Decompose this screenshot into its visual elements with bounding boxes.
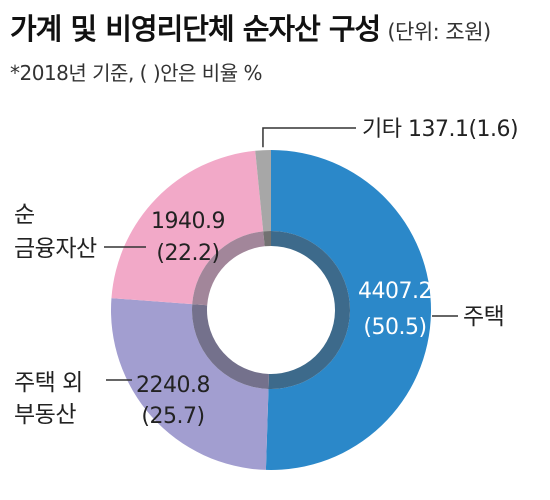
data-label-other-realestate-percent: (25.7) — [141, 404, 204, 429]
title-line: 가계 및 비영리단체 순자산 구성 (단위: 조원) — [10, 6, 491, 48]
data-label-net-financial-value: 1940.9 — [151, 209, 225, 234]
slice-etc — [255, 150, 271, 232]
data-label-net-financial-percent: (22.2) — [156, 241, 219, 266]
slice-inner-house — [268, 231, 351, 389]
slice-house — [265, 150, 432, 471]
slice-net-financial — [111, 150, 264, 305]
unit-label: (단위: 조원) — [387, 20, 491, 44]
chart-title: 가계 및 비영리단체 순자산 구성 — [10, 12, 381, 46]
data-label-other-realestate-value: 2240.8 — [136, 373, 210, 398]
slice-other-realestate — [111, 298, 269, 470]
category-label-net-financial-line2: 금융자산 — [14, 236, 97, 262]
category-label-other-realestate-line2: 부동산 — [14, 402, 76, 428]
leader-etc — [262, 127, 356, 148]
category-label-house: 주택 — [463, 304, 504, 330]
category-label-net-financial-line1: 순 — [14, 202, 35, 228]
category-label-other-realestate-line1: 주택 외 — [14, 370, 83, 396]
data-label-house-value: 4407.2 — [358, 279, 432, 304]
slice-inner-etc — [263, 231, 271, 247]
chart-note: *2018년 기준, ( )안은 비율 % — [10, 61, 262, 85]
callout-label-etc: 기타 137.1(1.6) — [362, 117, 518, 142]
slice-inner-net-financial — [192, 231, 265, 306]
data-label-house-percent: (50.5) — [363, 315, 426, 340]
slice-inner-other-realestate — [192, 304, 269, 389]
